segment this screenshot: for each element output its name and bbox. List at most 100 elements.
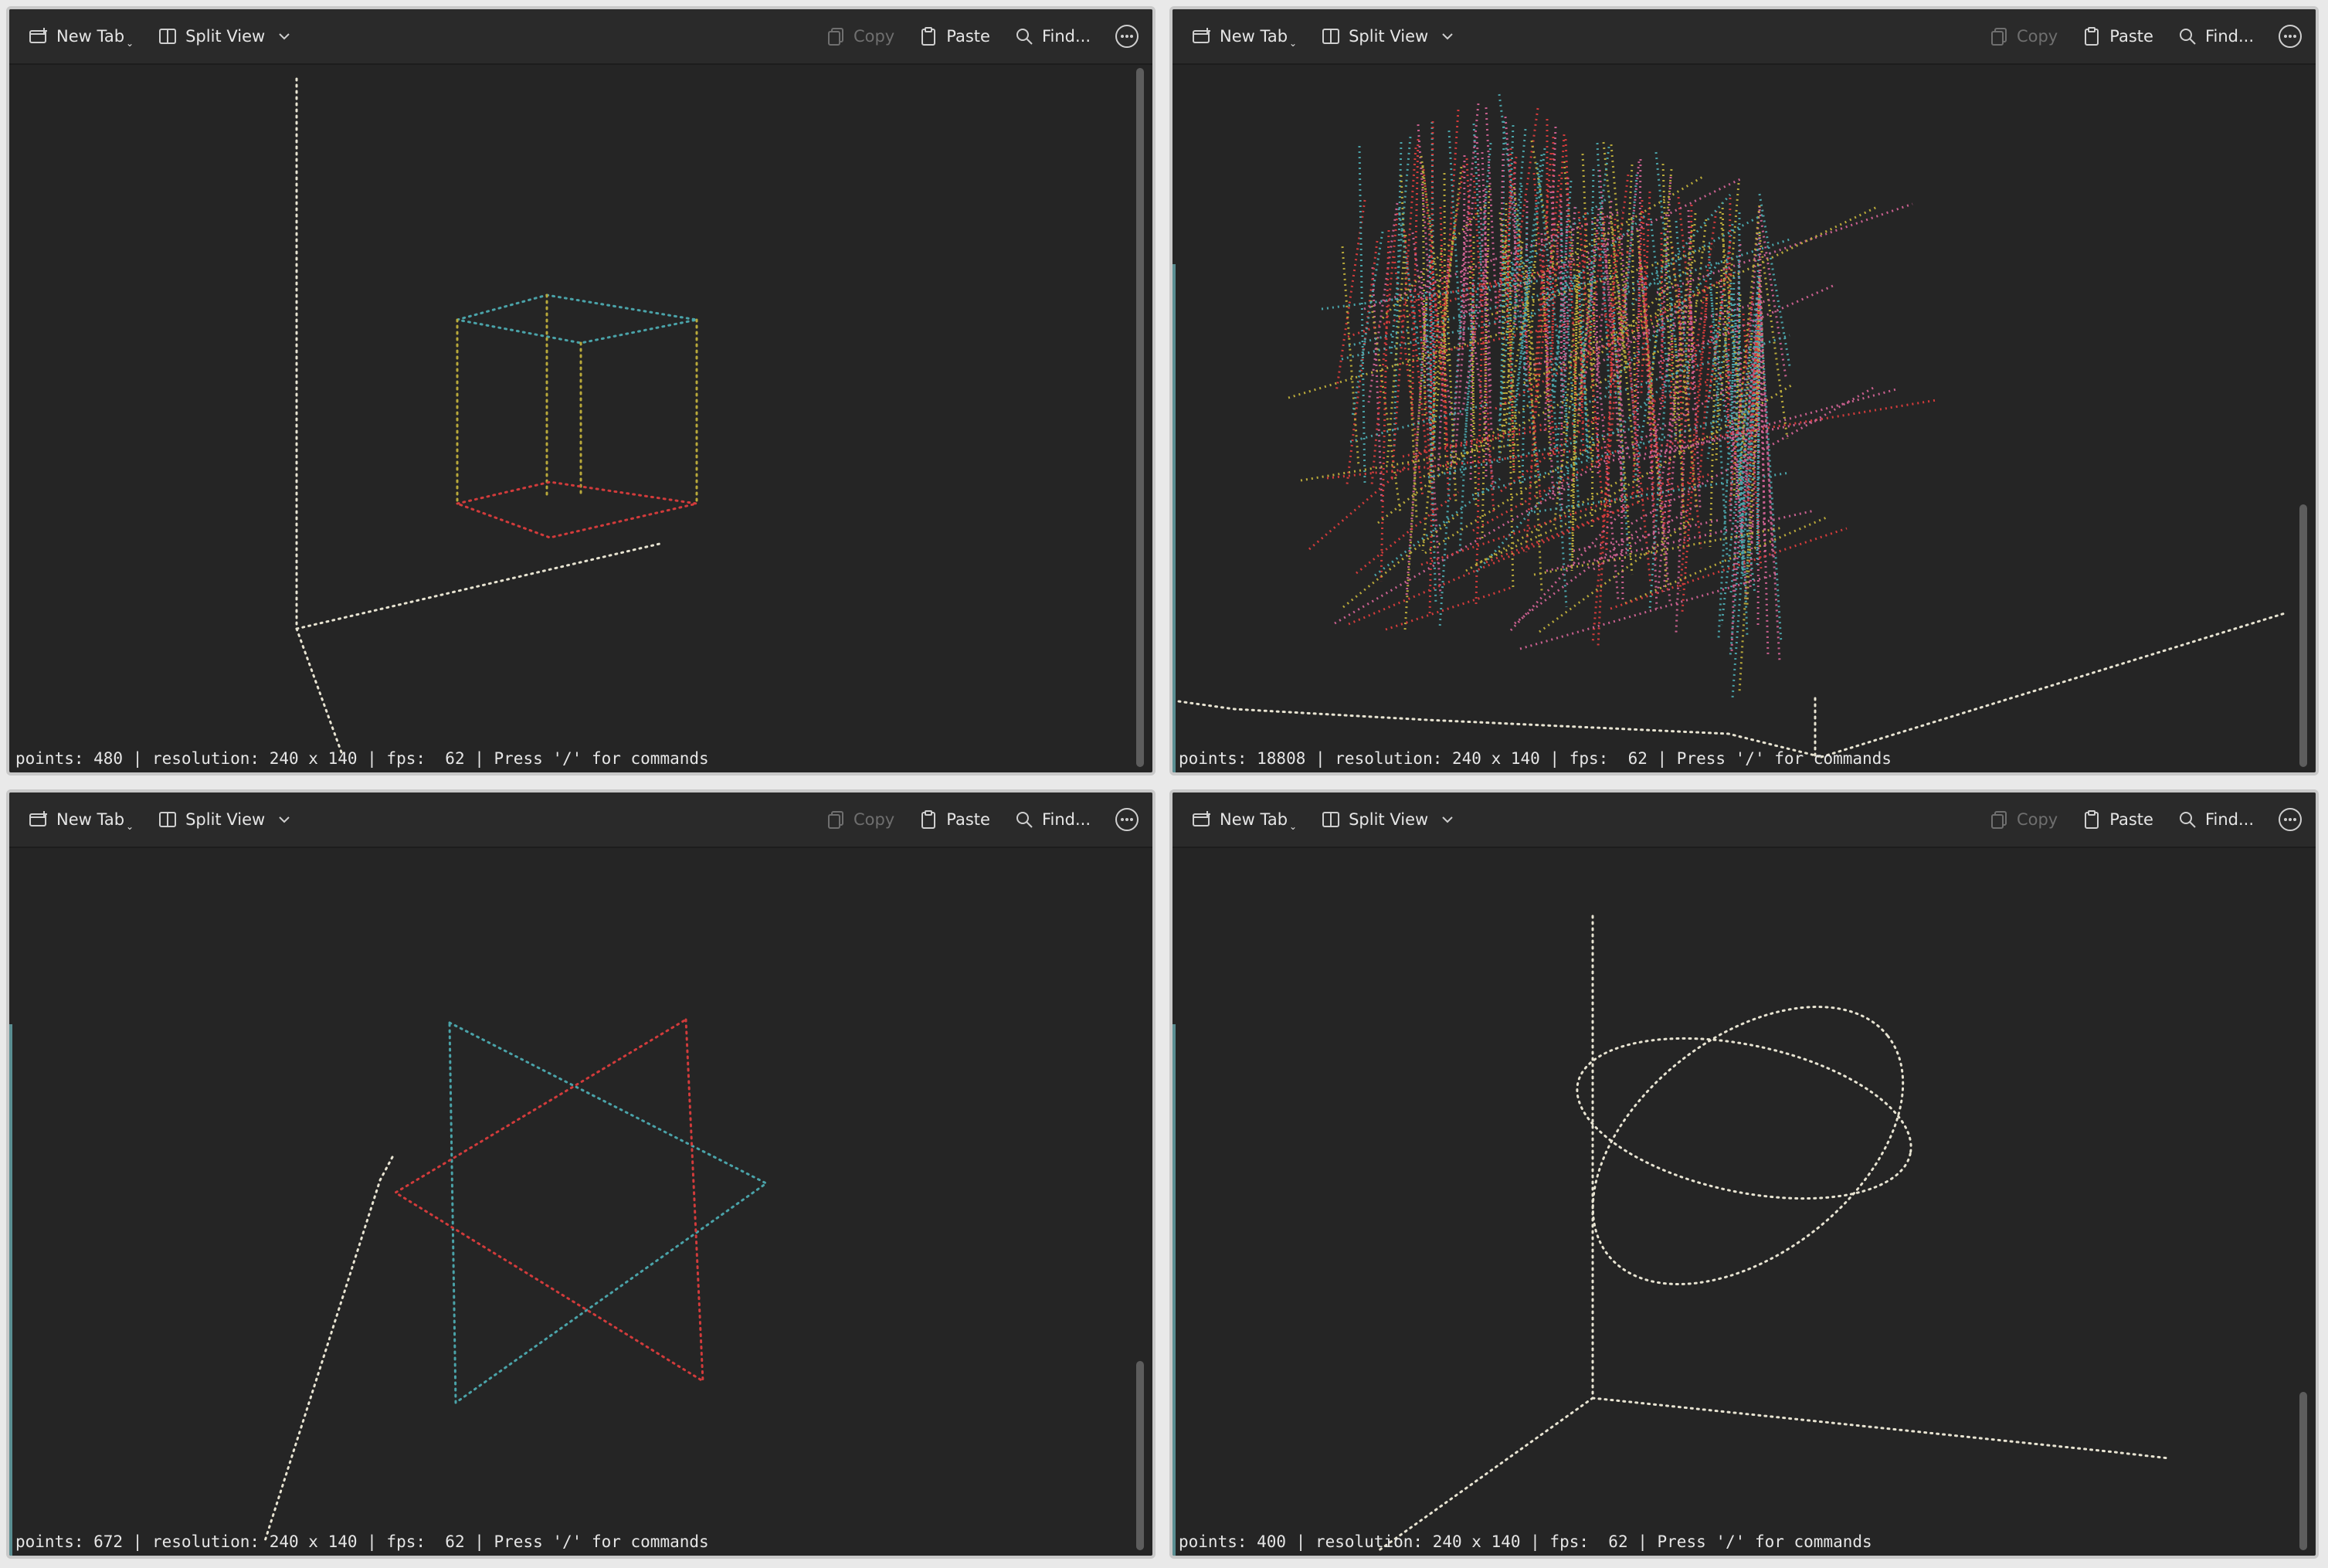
find-button[interactable]: Find... — [2177, 803, 2254, 837]
scrollbar-thumb[interactable] — [1136, 68, 1144, 767]
copy-icon — [825, 809, 847, 830]
more-options-icon[interactable] — [1114, 806, 1140, 833]
surface-strand — [1506, 257, 1515, 474]
scrollbar[interactable] — [1135, 851, 1145, 1550]
surface-strand — [1341, 246, 1360, 467]
copy-button[interactable]: Copy — [825, 19, 894, 53]
scrollbar-thumb[interactable] — [2299, 1392, 2307, 1550]
chevron-down-icon[interactable] — [277, 29, 291, 43]
scrollbar[interactable] — [2299, 68, 2308, 767]
surface-strand — [1731, 366, 1759, 699]
terminal-pane-bottom-right[interactable]: New Tab ⌄ Split View Copy Paste Find... — [1169, 789, 2319, 1559]
surface-strand — [1390, 147, 1417, 480]
terminal-toolbar: New Tab ⌄ Split View Copy Paste Find... — [1172, 9, 2316, 65]
terminal-pane-top-left[interactable]: New Tab ⌄ Split View Copy Paste Find... — [6, 6, 1156, 776]
split-view-label: Split View — [185, 810, 266, 829]
surface-strand — [1536, 162, 1570, 433]
surface-strand — [1732, 294, 1742, 497]
new-tab-button[interactable]: New Tab ⌄ — [1191, 803, 1297, 837]
status-line: points: 400 | resolution: 240 x 140 | fp… — [1179, 1532, 1872, 1551]
surface-strand — [1447, 130, 1462, 338]
paste-label: Paste — [946, 810, 990, 829]
surface-strand — [1581, 153, 1594, 387]
surface-strand — [1468, 265, 1478, 506]
more-options-icon[interactable] — [2277, 23, 2303, 49]
more-options-icon[interactable] — [1114, 23, 1140, 49]
surface-strand — [1308, 448, 1427, 551]
surface-strand — [1656, 202, 1913, 294]
surface-strand — [1681, 297, 1709, 613]
new-tab-label: New Tab — [1220, 27, 1288, 46]
chevron-down-icon[interactable] — [1441, 813, 1454, 826]
surface-strand — [1498, 256, 1506, 463]
surface-strand — [1617, 283, 1624, 601]
surface-strand — [1450, 207, 1471, 468]
surface-strand — [1591, 294, 1625, 644]
surface-strand — [1393, 141, 1403, 450]
paste-button[interactable]: Paste — [918, 19, 990, 53]
scrollbar-thumb[interactable] — [1136, 1361, 1144, 1550]
scrollbar[interactable] — [1135, 68, 1145, 767]
surface-strand — [1671, 224, 1694, 425]
surface-strand — [1390, 136, 1412, 355]
surface-strand — [1532, 172, 1556, 456]
paste-button[interactable]: Paste — [918, 803, 990, 837]
surface-strand — [1410, 138, 1420, 419]
split-view-button[interactable]: Split View — [1320, 19, 1454, 53]
surface-strand — [1596, 232, 1615, 389]
find-button[interactable]: Find... — [1013, 803, 1091, 837]
paste-button[interactable]: Paste — [2081, 803, 2153, 837]
terminal-pane-top-right[interactable]: New Tab ⌄ Split View Copy Paste Find... — [1169, 6, 2319, 776]
ascii-render-canvas — [9, 65, 1152, 772]
chevron-down-icon[interactable] — [1441, 29, 1454, 43]
surface-strand — [1602, 141, 1628, 369]
split-view-button[interactable]: Split View — [157, 803, 291, 837]
surface-strand — [1758, 328, 1770, 657]
surface-strand — [1577, 259, 1697, 377]
surface-strand — [1549, 134, 1566, 374]
surface-strand — [1612, 418, 1824, 462]
paste-label: Paste — [2109, 27, 2153, 46]
scrollbar[interactable] — [2299, 851, 2308, 1550]
surface-strand — [1723, 294, 1756, 469]
surface-strand — [1631, 194, 1732, 305]
copy-button[interactable]: Copy — [1988, 803, 2058, 837]
surface-strand — [1424, 436, 1606, 555]
surface-strand — [1342, 511, 1461, 609]
surface-strand — [1533, 526, 1783, 576]
surface-strand — [1641, 211, 1658, 563]
surface-strand — [1472, 123, 1484, 292]
split-view-button[interactable]: Split View — [1320, 803, 1454, 837]
surface-strand — [1403, 298, 1428, 631]
surface-strand — [1498, 128, 1527, 423]
surface-strand — [1465, 158, 1477, 342]
surface-strand — [1675, 300, 1692, 633]
surface-strand — [1590, 216, 1597, 530]
surface-strand — [1644, 399, 1937, 450]
new-tab-button[interactable]: New Tab ⌄ — [28, 803, 134, 837]
surface-strand — [1481, 151, 1492, 392]
surface-strand — [1636, 158, 1642, 441]
surface-strand — [1300, 443, 1518, 482]
copy-button[interactable]: Copy — [1988, 19, 2058, 53]
new-tab-caret-icon: ⌄ — [1289, 821, 1298, 832]
find-label: Find... — [1041, 27, 1091, 46]
copy-button[interactable]: Copy — [825, 803, 894, 837]
surface-strand — [1648, 364, 1752, 405]
new-tab-button[interactable]: New Tab ⌄ — [28, 19, 134, 53]
find-button[interactable]: Find... — [1013, 19, 1091, 53]
surface-strand — [1321, 273, 1584, 311]
surface-strand — [1493, 156, 1518, 329]
terminal-pane-bottom-left[interactable]: New Tab ⌄ Split View Copy Paste Find... — [6, 789, 1156, 1559]
new-tab-button[interactable]: New Tab ⌄ — [1191, 19, 1297, 53]
scrollbar-thumb[interactable] — [2299, 504, 2307, 767]
split-view-button[interactable]: Split View — [157, 19, 291, 53]
ascii-render-canvas — [1172, 65, 2316, 772]
find-button[interactable]: Find... — [2177, 19, 2254, 53]
chevron-down-icon[interactable] — [277, 813, 291, 826]
surface-strand — [1685, 219, 1708, 389]
terminal-toolbar: New Tab ⌄ Split View Copy Paste Find... — [9, 9, 1152, 65]
split-view-label: Split View — [1349, 27, 1429, 46]
paste-button[interactable]: Paste — [2081, 19, 2153, 53]
more-options-icon[interactable] — [2277, 806, 2303, 833]
